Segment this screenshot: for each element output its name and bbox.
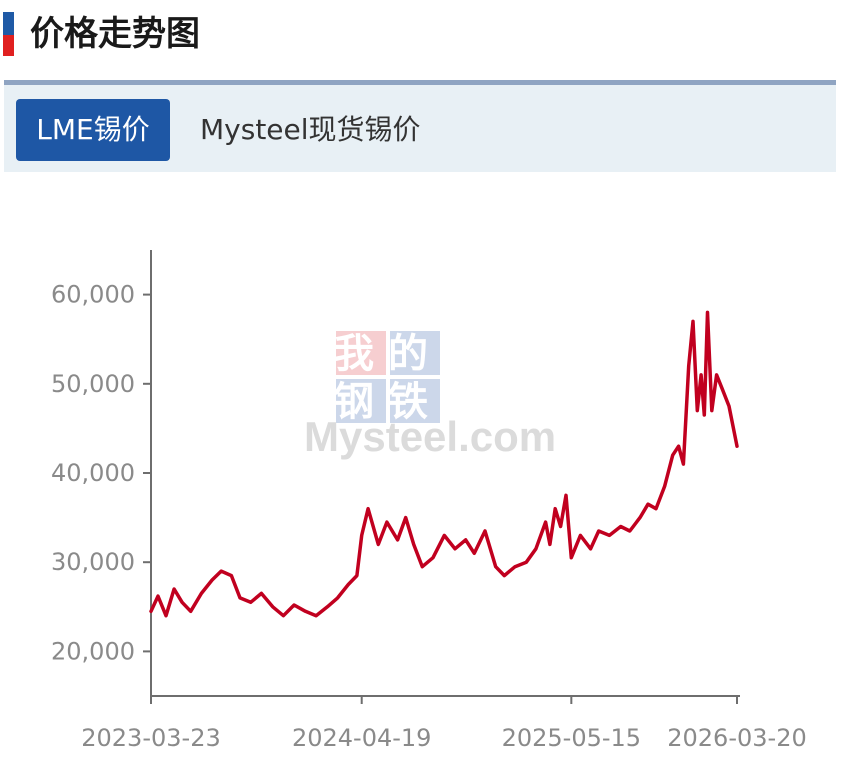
watermark-line1: 我的 — [334, 330, 442, 377]
y-tick-label: 20,000 — [51, 637, 135, 665]
tab-bar: LME锡价 Mysteel现货锡价 — [4, 85, 836, 172]
mysteel-watermark: 我的 钢铁 Mysteel.com — [304, 330, 556, 460]
title-accent-bar — [3, 12, 14, 56]
x-tick-label: 2025-05-15 — [502, 724, 641, 752]
series-line — [149, 310, 739, 618]
watermark-brand: Mysteel.com — [304, 413, 556, 460]
y-tick-label: 30,000 — [51, 548, 135, 576]
watermark-line2: 钢铁 — [334, 378, 442, 425]
y-tick-label: 60,000 — [51, 281, 135, 309]
page-header: 价格走势图 — [0, 0, 851, 70]
y-tick-label: 50,000 — [51, 370, 135, 398]
x-tick-label: 2026-03-20 — [667, 724, 806, 752]
header-divider — [4, 80, 836, 85]
x-tick-label: 2024-04-19 — [292, 724, 431, 752]
price-trend-chart: 我的 钢铁 Mysteel.com 20,000 30,000 40,000 50,0… — [51, 250, 807, 752]
tab-mysteel-spot-tin-price[interactable]: Mysteel现货锡价 — [200, 113, 421, 146]
x-tick-label: 2023-03-23 — [81, 724, 220, 752]
y-tick-label: 40,000 — [51, 459, 135, 487]
tab-lme-tin-price[interactable]: LME锡价 — [16, 99, 170, 161]
page-title: 价格走势图 — [30, 14, 200, 54]
